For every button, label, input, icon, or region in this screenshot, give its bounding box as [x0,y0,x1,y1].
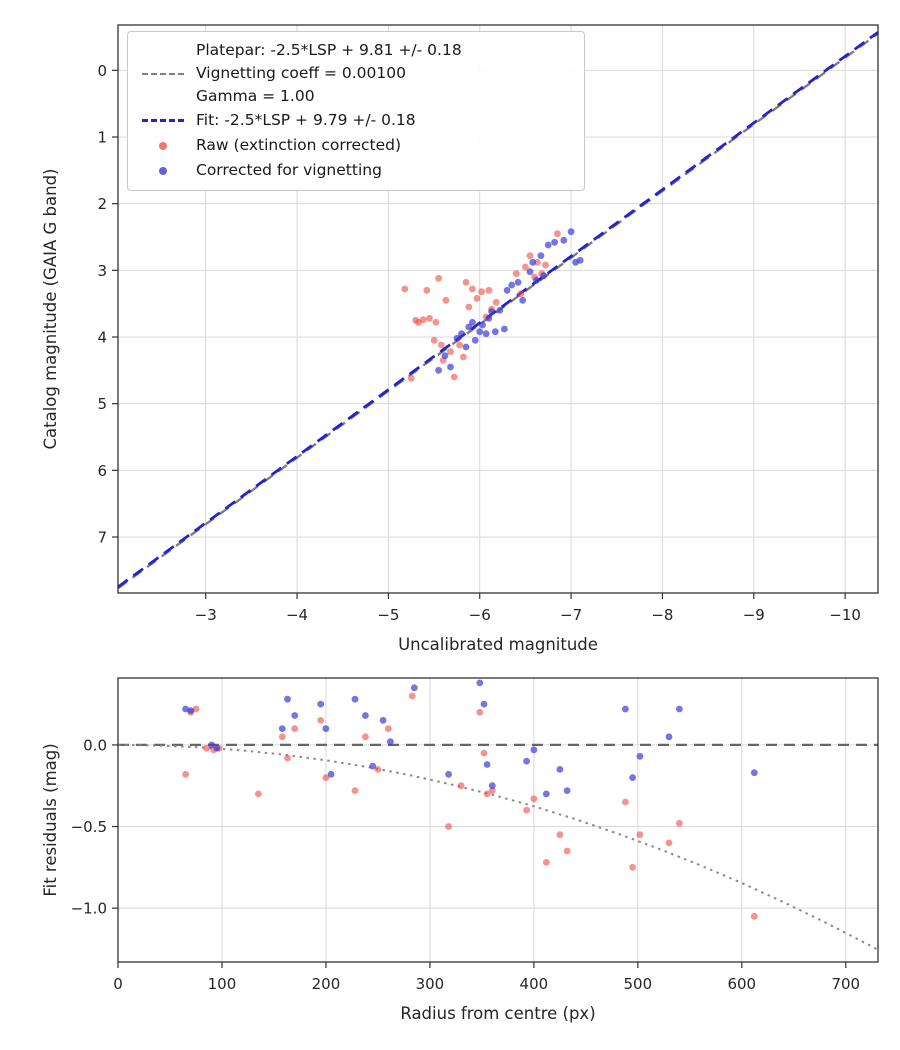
legend-entry-platepar: Platepar: -2.5*LSP + 9.81 +/- 0.18 Vigne… [136,39,574,108]
y-tick-label: 0 [97,62,107,80]
y-tick-label: 1 [97,129,107,147]
y-tick-label: 4 [97,329,107,347]
x-tick-label: 400 [520,975,549,993]
x-tick-label: 300 [416,975,445,993]
fit-residuals-xlabel: Radius from centre (px) [400,1004,595,1023]
photometric-calibration-ylabel: Catalog magnitude (GAIA G band) [41,169,60,450]
legend-corrected-label: Corrected for vignetting [196,161,382,179]
platepar-dashed-line-swatch [136,72,190,75]
legend: Platepar: -2.5*LSP + 9.81 +/- 0.18 Vigne… [127,31,585,191]
legend-platepar-label: Platepar: -2.5*LSP + 9.81 +/- 0.18 [196,41,462,59]
gridlines [117,678,878,962]
x-tick-label: −4 [286,606,308,624]
x-tick-label: −7 [560,606,582,624]
legend-entry-raw: Raw (extinction corrected) [136,133,574,158]
legend-entry-corrected: Corrected for vignetting [136,158,574,183]
y-tick-label: 3 [97,262,107,280]
y-tick-label: 2 [97,195,107,213]
y-tick-label: −1.0 [71,900,107,918]
fit-residuals-chart: 0 100 200 300 400 500 600 700 0.0 −0.5 −1.0 Radius … [41,677,879,1023]
x-tick-label: −5 [377,606,399,624]
x-tick-label: −3 [195,606,217,624]
series-vignetting_corrected [435,228,584,374]
series-vignetting_corrected [182,679,758,798]
plot-border [117,24,879,594]
legend-vignetting-coeff-label: Vignetting coeff = 0.00100 [196,64,406,82]
x-tick-label: 600 [727,975,756,993]
ticks [112,69,846,599]
gridlines [118,25,878,593]
y-tick-label: 7 [97,529,107,547]
y-tick-label: 5 [97,395,107,413]
x-tick-label: −6 [469,606,491,624]
series-raw [401,230,561,382]
photometric-calibration-chart: −3 −4 −5 −6 −7 −8 −9 −10 0 1 2 3 4 5 6 7 Uncalibrated ma… [41,24,879,654]
fit-residuals-ylabel: Fit residuals (mag) [41,743,60,896]
x-tick-label: −10 [829,606,861,624]
corrected-marker-swatch [136,166,190,175]
vignetting-model-curve [117,743,879,951]
legend-gamma-label: Gamma = 1.00 [196,87,315,105]
x-tick-label: 100 [208,975,237,993]
raw-marker-swatch [136,141,190,150]
legend-fit-label: Fit: -2.5*LSP + 9.79 +/- 0.18 [196,111,416,129]
plot-border [117,677,879,963]
x-tick-label: 700 [831,975,860,993]
fit-dashed-line-swatch [136,119,190,122]
legend-raw-label: Raw (extinction corrected) [196,136,402,154]
photometric-calibration-xlabel: Uncalibrated magnitude [398,635,598,654]
x-tick-label: 500 [624,975,653,993]
x-tick-label: −9 [743,606,765,624]
x-tick-label: 0 [113,975,123,993]
y-tick-label: 0.0 [83,736,107,754]
x-tick-label: 200 [312,975,341,993]
series-raw [182,692,758,920]
y-tick-label: −0.5 [71,818,107,836]
x-tick-label: −8 [651,606,673,624]
fit-line [117,31,879,589]
ticks [112,744,847,968]
y-tick-label: 6 [97,462,107,480]
legend-entry-fit: Fit: -2.5*LSP + 9.79 +/- 0.18 [136,108,574,133]
